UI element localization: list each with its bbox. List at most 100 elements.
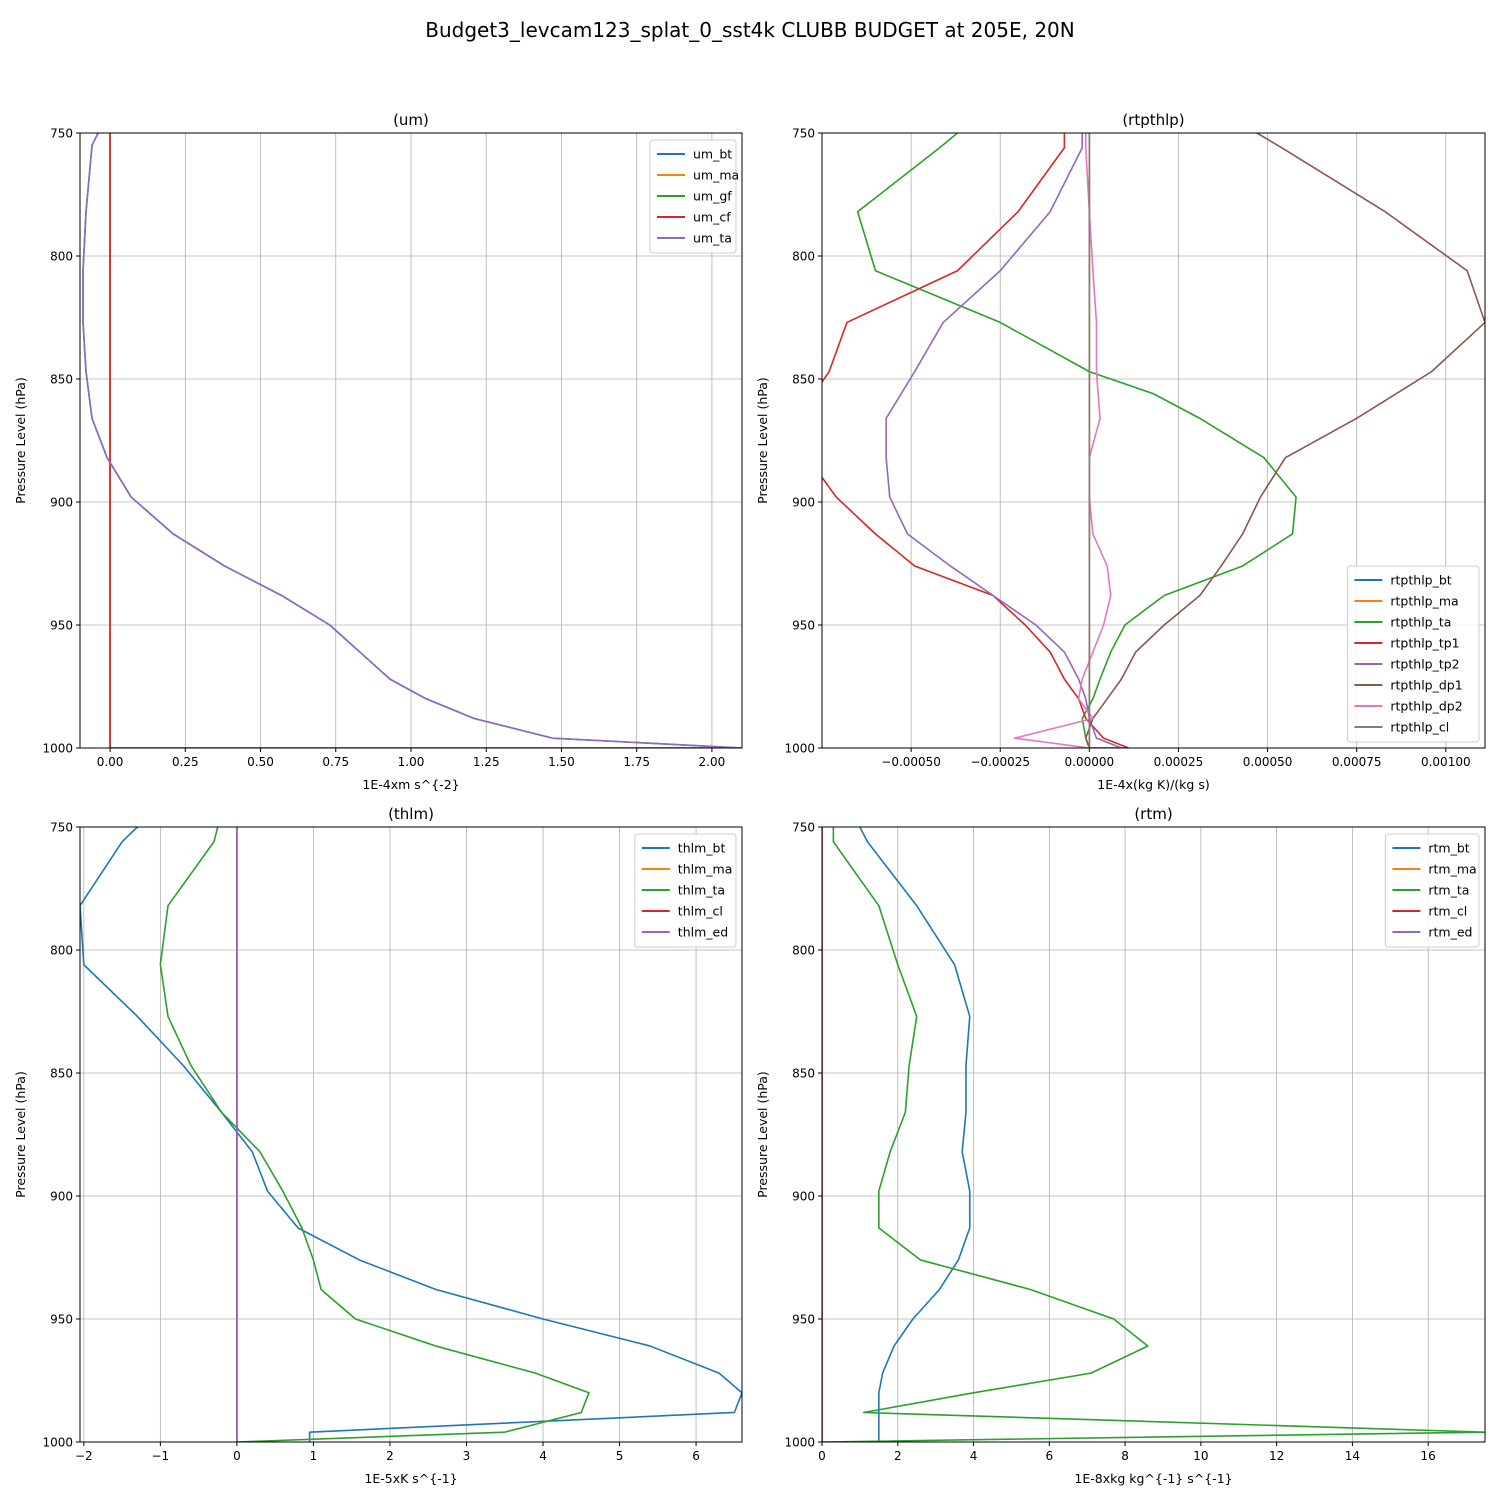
x-tick-label: −0.00025 (970, 755, 1030, 769)
y-tick-label: 850 (50, 373, 73, 387)
y-tick-label: 950 (50, 619, 73, 633)
legend-entry-rtpthlp_dp1: rtpthlp_dp1 (1390, 678, 1462, 693)
series-line-rtpthlp_tp1 (822, 133, 1130, 748)
x-tick-label: 6 (1045, 1449, 1053, 1463)
x-tick-label: 1 (310, 1449, 318, 1463)
panel-title: (rtm) (1134, 805, 1172, 823)
grid (80, 132, 742, 749)
figure-title: Budget3_levcam123_splat_0_sst4k CLUBB BU… (425, 18, 1075, 42)
x-axis-label: 1E-5xK s^{-1} (364, 1471, 457, 1486)
legend-entry-um_ta: um_ta (693, 231, 732, 246)
legend-entry-rtpthlp_bt: rtpthlp_bt (1390, 573, 1451, 588)
panel-title: (thlm) (388, 805, 434, 823)
series-line-rtm_ta (822, 827, 1485, 1442)
x-tick-label: 0.25 (172, 755, 199, 769)
legend-entry-thlm_ta: thlm_ta (678, 883, 725, 898)
x-tick-label: 4 (970, 1449, 978, 1463)
y-tick-label: 900 (50, 1190, 73, 1204)
legend-entry-rtpthlp_tp1: rtpthlp_tp1 (1390, 636, 1459, 651)
x-tick-label: 10 (1193, 1449, 1208, 1463)
panel-1: −0.00050 −0.00025 0.00000 0.00025 0.00050 0.0… (755, 111, 1486, 792)
y-tick-label: 950 (50, 1313, 73, 1327)
series-line-thlm_bt (80, 827, 742, 1442)
legend: thlm_bt thlm_ma thlm_ta thlm_cl thlm_ed (634, 833, 737, 948)
series-line-rtpthlp_dp1 (1084, 133, 1485, 748)
legend-entry-rtpthlp_dp2: rtpthlp_dp2 (1390, 699, 1462, 714)
legend-entry-thlm_bt: thlm_bt (678, 841, 726, 856)
y-tick-label: 750 (50, 127, 73, 141)
series-line-thlm_ta (159, 827, 590, 1442)
legend-box (1384, 833, 1480, 948)
x-tick-label: 0.00000 (1065, 755, 1115, 769)
y-tick-label: 750 (50, 821, 73, 835)
legend-entry-rtm_bt: rtm_bt (1428, 841, 1469, 856)
legend-entry-um_ma: um_ma (693, 168, 739, 183)
x-tick-label: 0.00100 (1421, 755, 1471, 769)
panel-title: (rtpthlp) (1122, 111, 1184, 129)
y-tick-label: 950 (792, 619, 815, 633)
legend-entry-thlm_cl: thlm_cl (678, 904, 723, 919)
legend-entry-rtm_ta: rtm_ta (1428, 883, 1469, 898)
x-tick-label: 0 (233, 1449, 241, 1463)
y-axis-label: Pressure Level (hPa) (13, 1071, 28, 1198)
y-axis-label: Pressure Level (hPa) (755, 377, 770, 504)
series-line-um_ta (82, 133, 742, 748)
y-tick-label: 950 (792, 1313, 815, 1327)
x-axis-label: 1E-8xkg kg^{-1} s^{-1} (1074, 1471, 1232, 1486)
x-tick-label: 1.50 (548, 755, 575, 769)
axes-frame (821, 132, 1486, 749)
x-tick-label: −1 (152, 1449, 170, 1463)
x-tick-label: 2.00 (699, 755, 726, 769)
x-tick-label: −0.00050 (881, 755, 941, 769)
legend-entry-thlm_ma: thlm_ma (678, 862, 733, 877)
y-tick-label: 850 (792, 1067, 815, 1081)
y-tick-label: 750 (792, 127, 815, 141)
x-tick-label: 0.00050 (1243, 755, 1293, 769)
legend: rtm_bt rtm_ma rtm_ta rtm_cl rtm_ed (1384, 833, 1480, 948)
legend-entry-rtm_ed: rtm_ed (1428, 925, 1472, 940)
y-tick-label: 800 (50, 250, 73, 264)
legend-box (649, 139, 737, 254)
legend-entry-rtpthlp_tp2: rtpthlp_tp2 (1390, 657, 1459, 672)
series-group (80, 827, 742, 1442)
y-tick-label: 1000 (784, 742, 815, 756)
y-tick-label: 900 (792, 496, 815, 510)
axes-frame (79, 826, 743, 1443)
legend-entry-um_bt: um_bt (693, 147, 732, 162)
legend: um_bt um_ma um_gf um_cf um_ta (649, 139, 739, 254)
legend-entry-rtpthlp_ma: rtpthlp_ma (1390, 594, 1458, 609)
x-tick-label: 6 (692, 1449, 700, 1463)
y-axis-label: Pressure Level (hPa) (755, 1071, 770, 1198)
x-tick-label: 4 (539, 1449, 547, 1463)
panel-0: 0.00 0.25 0.50 0.75 1.00 1.25 1.50 1.75 2.00 750 8… (13, 111, 743, 792)
y-tick-label: 850 (50, 1067, 73, 1081)
x-tick-label: 5 (616, 1449, 624, 1463)
x-tick-label: 0 (818, 1449, 826, 1463)
legend: rtpthlp_bt rtpthlp_ma rtpthlp_ta rtpthlp_tp… (1346, 565, 1480, 743)
legend-entry-rtpthlp_ta: rtpthlp_ta (1390, 615, 1451, 630)
x-tick-label: 1.75 (623, 755, 650, 769)
legend-entry-um_gf: um_gf (693, 189, 732, 204)
legend-entry-rtm_cl: rtm_cl (1428, 904, 1467, 919)
x-tick-label: 16 (1421, 1449, 1436, 1463)
y-tick-label: 900 (792, 1190, 815, 1204)
legend-box (634, 833, 737, 948)
x-tick-label: 2 (894, 1449, 902, 1463)
y-tick-label: 800 (792, 250, 815, 264)
x-tick-label: 0.00075 (1332, 755, 1382, 769)
x-tick-label: 2 (386, 1449, 394, 1463)
series-group (822, 827, 1485, 1442)
legend-entry-rtpthlp_cl: rtpthlp_cl (1390, 720, 1449, 735)
panel-3: 0 2 4 6 8 10 12 14 16 750 800 850 900 950 1000 (rtm) 1E-… (755, 805, 1486, 1486)
y-tick-label: 750 (792, 821, 815, 835)
x-tick-label: 8 (1121, 1449, 1129, 1463)
x-tick-label: −2 (75, 1449, 93, 1463)
y-tick-label: 850 (792, 373, 815, 387)
series-line-rtpthlp_ta (856, 133, 1297, 748)
x-axis-label: 1E-4x(kg K)/(kg s) (1097, 777, 1209, 792)
legend-entry-rtm_ma: rtm_ma (1428, 862, 1476, 877)
x-axis-label: 1E-4xm s^{-2} (362, 777, 459, 792)
x-tick-label: 12 (1269, 1449, 1284, 1463)
legend-entry-thlm_ed: thlm_ed (678, 925, 728, 940)
